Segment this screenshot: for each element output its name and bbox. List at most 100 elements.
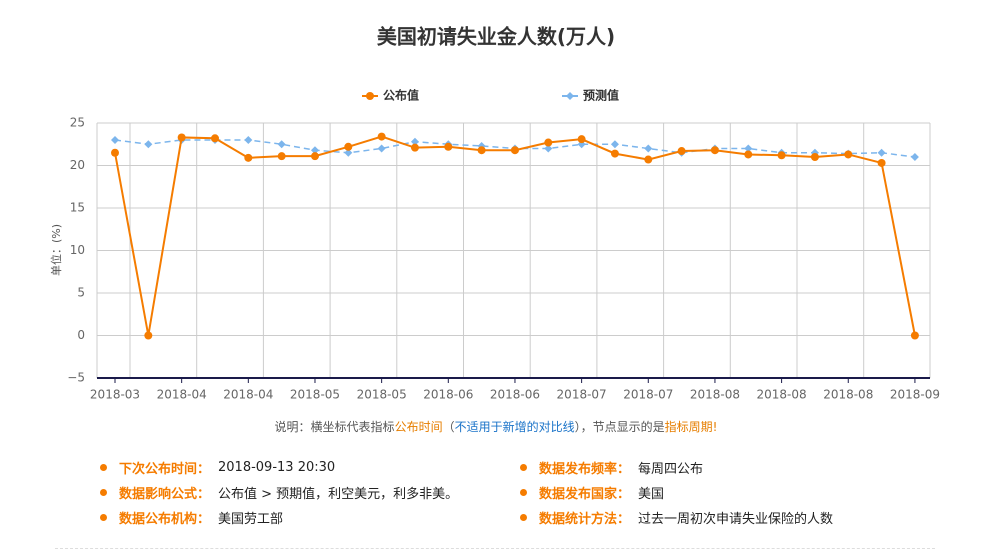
point bbox=[710, 146, 719, 155]
y-tick-label: 15 bbox=[70, 201, 85, 215]
point bbox=[610, 149, 619, 158]
divider bbox=[55, 548, 935, 549]
point bbox=[910, 153, 919, 161]
x-tick-label: 2018-08 bbox=[757, 388, 807, 402]
legend-marker bbox=[566, 92, 574, 100]
point bbox=[344, 142, 353, 151]
point bbox=[610, 140, 619, 149]
x-tick-label: 2018-05 bbox=[290, 388, 340, 402]
note-text: 不适用于新增的对比线 bbox=[454, 420, 575, 434]
info-item: 下次公布时间： 2018-09-13 20:30 bbox=[100, 458, 520, 477]
point bbox=[877, 148, 886, 157]
x-tick-label: 2018-04 bbox=[223, 388, 273, 402]
point bbox=[277, 152, 286, 161]
y-tick-label: 0 bbox=[77, 328, 85, 342]
point bbox=[544, 144, 553, 153]
point bbox=[111, 148, 119, 157]
point bbox=[377, 144, 386, 153]
y-tick-label: −5 bbox=[67, 371, 85, 385]
legend-label: 预测值 bbox=[583, 88, 619, 103]
point bbox=[144, 140, 153, 149]
y-tick-label: 25 bbox=[70, 116, 85, 130]
point bbox=[310, 146, 319, 155]
point bbox=[644, 155, 653, 164]
point bbox=[244, 153, 253, 162]
x-tick-label: 2018-07 bbox=[557, 388, 607, 402]
x-tick-label: 2018-06 bbox=[423, 388, 473, 402]
x-tick-label: 2018-03 bbox=[90, 388, 140, 402]
point bbox=[844, 150, 853, 159]
point bbox=[544, 138, 553, 147]
note-text: 说明：横坐标代表指标 bbox=[274, 420, 395, 434]
point bbox=[410, 143, 419, 152]
point bbox=[877, 158, 886, 167]
point bbox=[677, 147, 686, 156]
bullet bbox=[520, 464, 527, 471]
point bbox=[477, 146, 486, 155]
info-value: 每周四公布 bbox=[638, 462, 704, 477]
legend-marker bbox=[366, 92, 374, 100]
info-label: 下次公布时间： bbox=[119, 462, 211, 477]
x-tick-label: 2018-07 bbox=[623, 388, 673, 402]
chart: 美国初请失业金人数(万人) 单位：(%) −5 0 5 10 15 20 25 2018-03… bbox=[49, 25, 940, 402]
info-value: 过去一周初次申请失业保险的人数 bbox=[638, 512, 834, 527]
chart-title: 美国初请失业金人数(万人) bbox=[377, 25, 615, 49]
point bbox=[810, 153, 819, 161]
point bbox=[577, 135, 586, 144]
point bbox=[377, 132, 386, 141]
point bbox=[244, 136, 253, 144]
point bbox=[644, 144, 653, 153]
point bbox=[111, 136, 119, 144]
info-label: 数据发布国家： bbox=[539, 487, 631, 502]
bullet bbox=[100, 489, 107, 496]
x-tick-label: 2018-06 bbox=[490, 388, 540, 402]
bullet bbox=[520, 489, 527, 496]
y-tick-label: 5 bbox=[77, 286, 85, 300]
x-tick-label: 2018-08 bbox=[690, 388, 740, 402]
x-tick-label: 2018-09 bbox=[890, 388, 940, 402]
info-item: 数据发布频率： 每周四公布 bbox=[520, 458, 950, 477]
x-tick-label: 2018-05 bbox=[357, 388, 407, 402]
point bbox=[744, 144, 753, 153]
bullet bbox=[100, 464, 107, 471]
point bbox=[744, 150, 753, 159]
point bbox=[777, 151, 786, 160]
info-value: 2018-09-13 20:30 bbox=[218, 460, 336, 475]
point bbox=[344, 148, 353, 157]
info-item: 数据发布国家： 美国 bbox=[520, 483, 950, 502]
info-item: 数据影响公式： 公布值 > 预期值，利空美元，利多非美。 bbox=[100, 483, 520, 502]
note: 说明：横坐标代表指标公布时间（不适用于新增的对比线），节点显示的是指标周期! bbox=[0, 418, 992, 435]
info-label: 数据公布机构： bbox=[119, 512, 211, 527]
note-text: ），节点显示的是 bbox=[574, 420, 665, 434]
note-text: 指标周期 bbox=[664, 420, 713, 434]
y-tick-label: 10 bbox=[70, 243, 85, 257]
note-text: 公布时间 bbox=[394, 420, 443, 434]
point bbox=[510, 146, 519, 155]
point bbox=[144, 331, 153, 340]
point bbox=[910, 331, 919, 340]
y-tick-label: 20 bbox=[70, 158, 85, 172]
note-text: ! bbox=[712, 420, 718, 434]
info-value: 公布值 > 预期值，利空美元，利多非美。 bbox=[218, 487, 459, 502]
info-list: 下次公布时间： 2018-09-13 20:30 数据发布频率： 每周四公布数据影响公… bbox=[100, 458, 950, 527]
info-label: 数据发布频率： bbox=[539, 462, 631, 477]
bullet bbox=[520, 514, 527, 521]
info-item: 数据统计方法： 过去一周初次申请失业保险的人数 bbox=[520, 508, 950, 527]
series-line bbox=[114, 135, 916, 336]
point bbox=[310, 152, 319, 161]
legend-label: 公布值 bbox=[383, 88, 419, 103]
x-tick-label: 2018-08 bbox=[823, 388, 873, 402]
x-tick-label: 2018-04 bbox=[157, 388, 207, 402]
info-label: 数据统计方法： bbox=[539, 512, 631, 527]
info-label: 数据影响公式： bbox=[119, 487, 211, 502]
y-axis-label: 单位：(%) bbox=[49, 224, 63, 276]
bullet bbox=[100, 514, 107, 521]
note-text: （ bbox=[442, 420, 455, 434]
info-value: 美国劳工部 bbox=[218, 512, 284, 527]
point bbox=[410, 137, 419, 146]
point bbox=[444, 142, 453, 151]
point bbox=[177, 133, 186, 142]
point bbox=[277, 140, 286, 149]
info-item: 数据公布机构： 美国劳工部 bbox=[100, 508, 520, 527]
